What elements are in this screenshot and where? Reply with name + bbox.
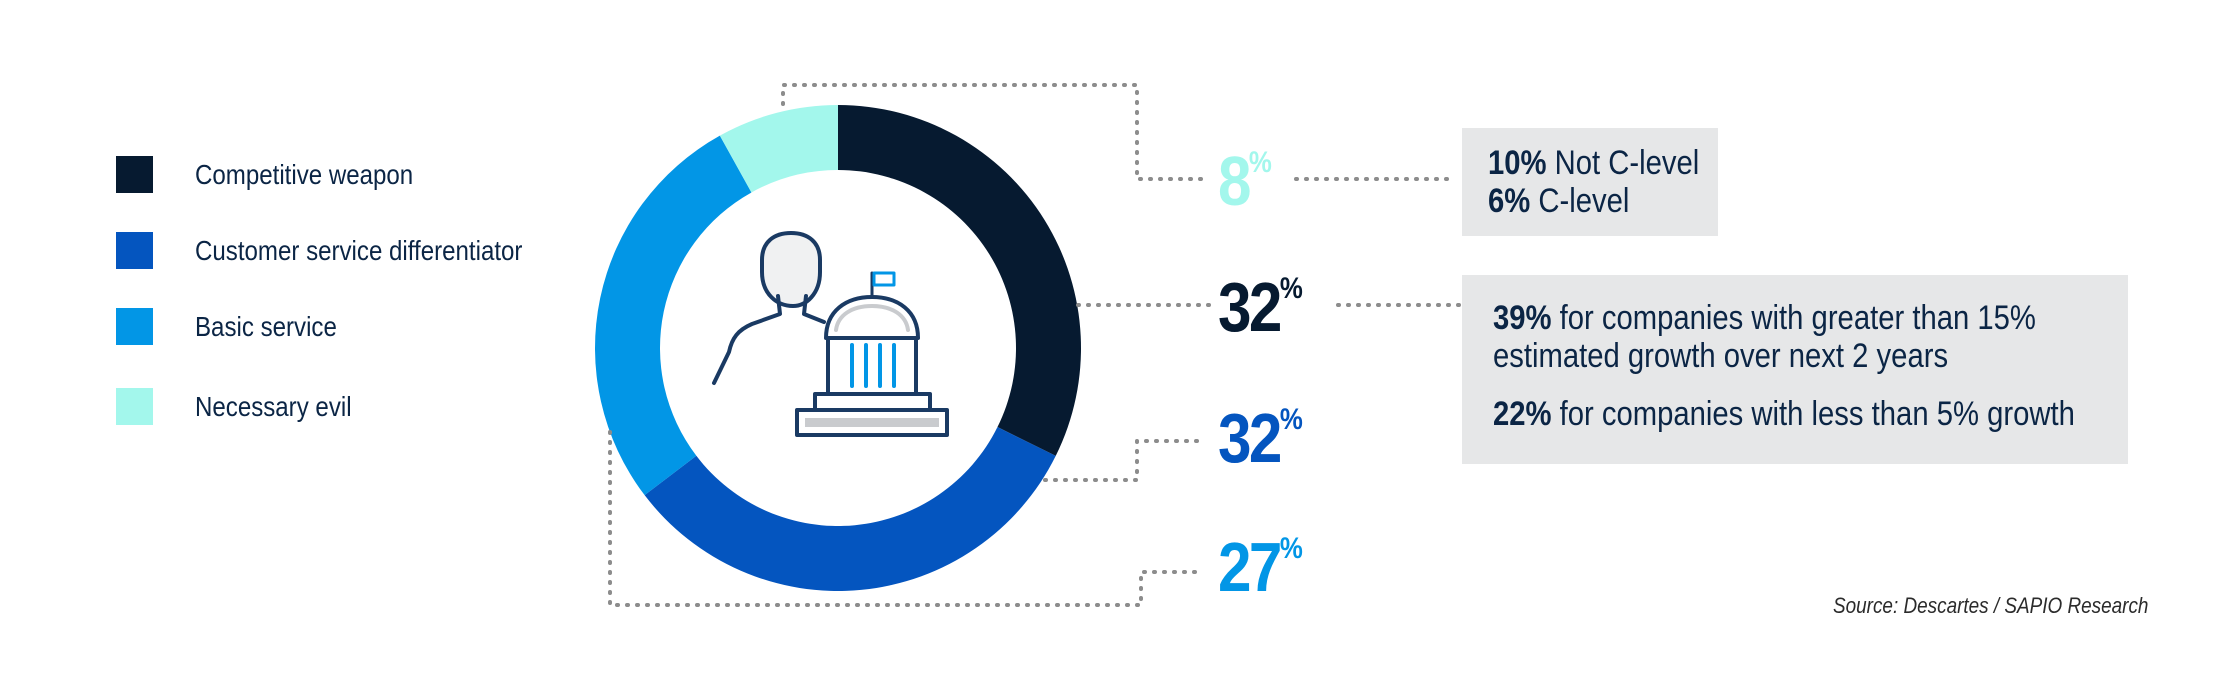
slice-customer-service-differentiator xyxy=(644,427,1056,591)
value-label-competitive-weapon: 32% xyxy=(1218,272,1303,342)
callout-bold: 10% xyxy=(1488,144,1547,182)
percent-symbol: % xyxy=(1279,403,1303,436)
legend-item-basic-service: Basic service xyxy=(116,308,360,345)
percent-symbol: % xyxy=(1248,146,1272,179)
legend-item-necessary-evil: Necessary evil xyxy=(116,388,377,425)
legend-item-competitive-weapon: Competitive weapon xyxy=(116,156,449,193)
legend-swatch xyxy=(116,156,153,193)
legend-item-customer-service-differentiator: Customer service differentiator xyxy=(116,232,576,269)
legend-label: Customer service differentiator xyxy=(195,234,523,266)
callout-text: Not C-level xyxy=(1546,144,1700,182)
leader-line-necessary-evil xyxy=(781,83,1205,181)
callout-line: 22% for companies with less than 5% grow… xyxy=(1493,395,2075,433)
slice-basic-service xyxy=(595,135,752,496)
legend-swatch xyxy=(116,232,153,269)
callout-text: for companies with less than 5% growth xyxy=(1551,395,2075,433)
value-number: 8 xyxy=(1218,142,1251,220)
callout-line: 6% C-level xyxy=(1488,182,1699,220)
callout-text: for companies with greater than 15% xyxy=(1551,299,2036,337)
business-person-with-government-building-icon xyxy=(712,231,949,437)
legend-swatch xyxy=(116,308,153,345)
callout-competitive-weapon: 39% for companies with greater than 15% … xyxy=(1462,275,2128,464)
value-label-necessary-evil: 8% xyxy=(1218,146,1272,216)
callout-line: 10% Not C-level xyxy=(1488,144,1699,182)
value-label-customer-service-differentiator: 32% xyxy=(1218,403,1303,473)
value-label-basic-service: 27% xyxy=(1218,532,1303,602)
legend-swatch xyxy=(116,388,153,425)
callout-necessary-evil: 10% Not C-level 6% C-level xyxy=(1462,128,1718,236)
leader-line-customer-service xyxy=(1043,439,1202,482)
callout-bold: 39% xyxy=(1493,299,1552,337)
legend-label: Competitive weapon xyxy=(195,158,414,190)
value-number: 27 xyxy=(1218,528,1282,606)
legend-label: Basic service xyxy=(195,310,337,342)
callout-line: estimated growth over next 2 years xyxy=(1493,337,1949,375)
legend-label: Necessary evil xyxy=(195,390,352,422)
callout-bold: 22% xyxy=(1493,395,1552,433)
value-number: 32 xyxy=(1218,268,1282,346)
callout-line: 39% for companies with greater than 15% xyxy=(1493,299,2075,337)
slice-necessary-evil xyxy=(719,105,838,193)
leader-lines xyxy=(608,83,1462,607)
value-number: 32 xyxy=(1218,399,1282,477)
callout-text: C-level xyxy=(1530,182,1630,220)
percent-symbol: % xyxy=(1279,272,1303,305)
percent-symbol: % xyxy=(1279,532,1303,565)
callout-bold: 6% xyxy=(1488,182,1531,220)
slice-competitive-weapon xyxy=(838,105,1081,456)
source-note: Source: Descartes / SAPIO Research xyxy=(1833,593,2149,618)
